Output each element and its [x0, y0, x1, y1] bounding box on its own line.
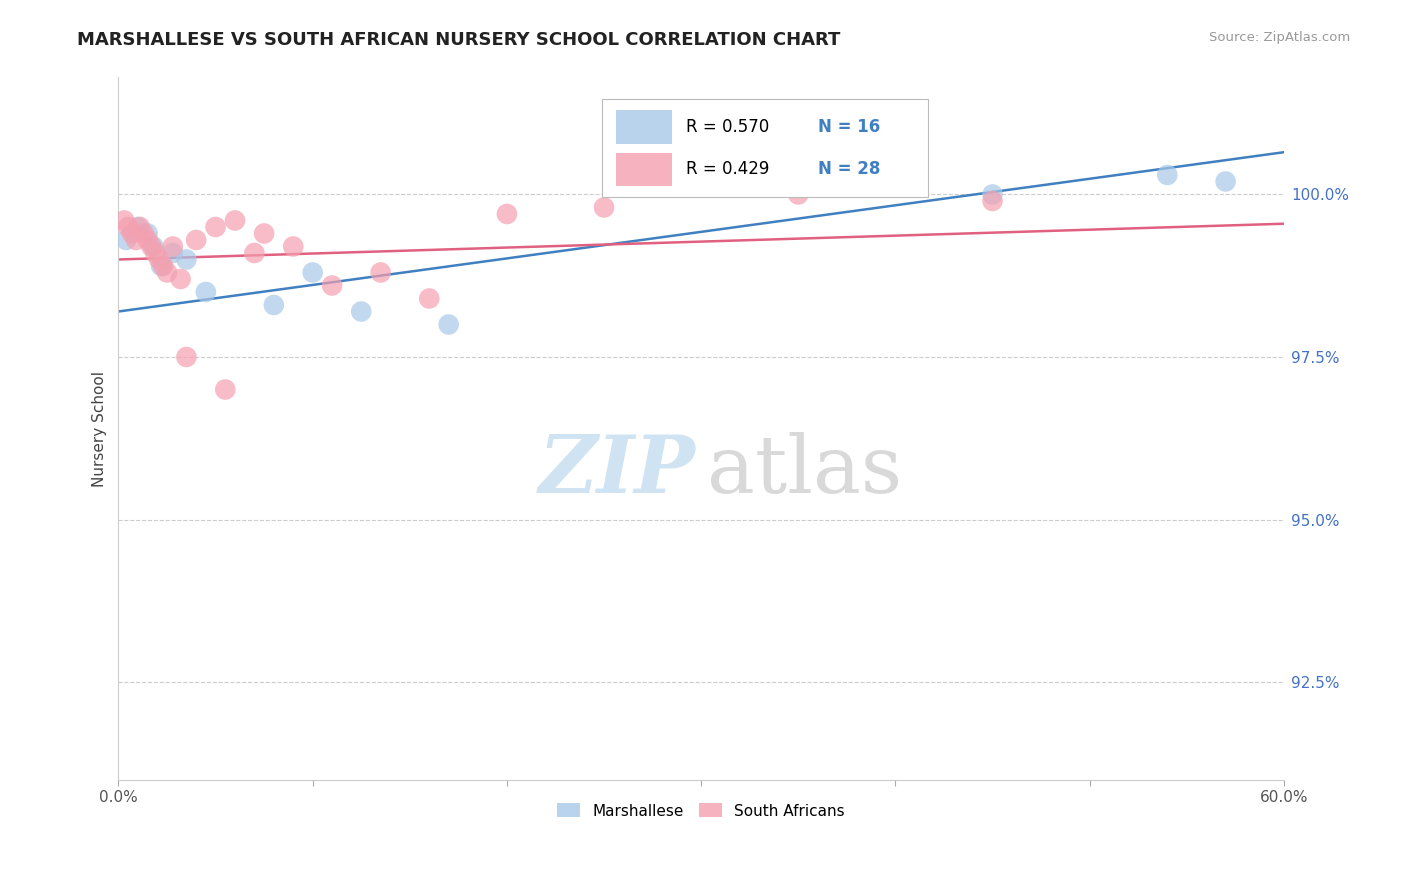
Point [112, 213, 135, 227]
Point [981, 194, 1004, 208]
Point [981, 187, 1004, 202]
Text: ZIP: ZIP [538, 432, 696, 509]
Text: N = 28: N = 28 [818, 161, 880, 178]
Text: MARSHALLESE VS SOUTH AFRICAN NURSERY SCHOOL CORRELATION CHART: MARSHALLESE VS SOUTH AFRICAN NURSERY SCH… [77, 31, 841, 49]
FancyBboxPatch shape [602, 98, 928, 197]
Point [141, 239, 163, 253]
Point [370, 265, 392, 279]
Point [115, 233, 138, 247]
Point [128, 219, 150, 234]
Point [194, 285, 217, 299]
Point [496, 207, 519, 221]
FancyBboxPatch shape [616, 111, 672, 145]
Point [117, 219, 139, 234]
Point [148, 252, 170, 267]
Point [321, 278, 343, 293]
Point [263, 298, 285, 312]
Text: R = 0.570: R = 0.570 [686, 119, 769, 136]
Point [176, 252, 198, 267]
Point [437, 318, 460, 332]
Point [176, 350, 198, 364]
FancyBboxPatch shape [616, 153, 672, 186]
Point [418, 292, 440, 306]
Point [152, 259, 174, 273]
Point [150, 259, 173, 273]
Point [1215, 174, 1237, 188]
Point [125, 233, 148, 247]
Point [162, 239, 184, 253]
Point [1156, 168, 1178, 182]
Point [132, 227, 155, 241]
Legend: Marshallese, South Africans: Marshallese, South Africans [551, 797, 851, 824]
Point [136, 233, 159, 247]
Point [283, 239, 305, 253]
Text: R = 0.429: R = 0.429 [686, 161, 769, 178]
Point [204, 219, 226, 234]
Point [224, 213, 246, 227]
Point [787, 187, 810, 202]
Point [156, 265, 179, 279]
Point [127, 219, 149, 234]
Point [214, 383, 236, 397]
Point [350, 304, 373, 318]
Text: Source: ZipAtlas.com: Source: ZipAtlas.com [1209, 31, 1350, 45]
Point [301, 265, 323, 279]
Point [121, 227, 143, 241]
Point [184, 233, 207, 247]
Point [253, 227, 276, 241]
Point [169, 272, 191, 286]
Text: N = 16: N = 16 [818, 119, 880, 136]
Point [136, 227, 159, 241]
Point [143, 246, 166, 260]
Point [787, 181, 810, 195]
Point [142, 239, 165, 253]
Point [162, 246, 184, 260]
Point [593, 201, 616, 215]
Point [243, 246, 266, 260]
Y-axis label: Nursery School: Nursery School [93, 370, 107, 486]
Text: atlas: atlas [707, 432, 903, 509]
